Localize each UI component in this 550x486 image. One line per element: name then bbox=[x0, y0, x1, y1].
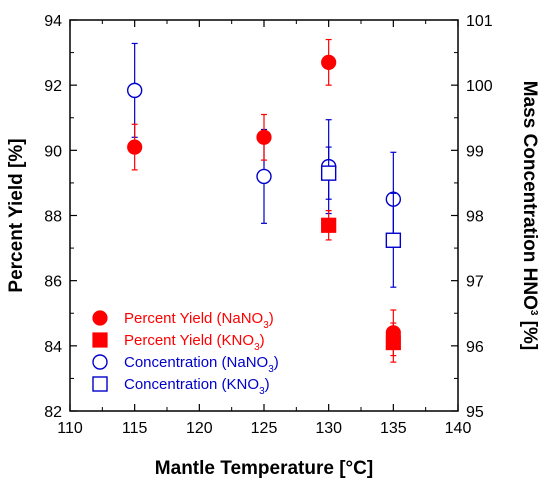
data-series bbox=[126, 38, 402, 363]
data-point bbox=[320, 165, 337, 181]
right-y-axis-title-subscript: 3 bbox=[528, 310, 539, 316]
data-point bbox=[126, 82, 143, 99]
data-point bbox=[256, 129, 272, 145]
y-left-tick-label: 82 bbox=[44, 404, 62, 421]
y-left-tick-label: 90 bbox=[44, 143, 62, 160]
left-y-axis-title: Percent Yield [%] bbox=[6, 138, 27, 292]
data-point bbox=[127, 139, 143, 155]
legend: Percent Yield (NaNO3)Percent Yield (KNO3… bbox=[92, 310, 279, 397]
x-tick-label: 115 bbox=[122, 420, 148, 437]
x-tick-label: 135 bbox=[380, 420, 407, 437]
data-point bbox=[385, 232, 402, 248]
y-right-tick-label: 99 bbox=[466, 143, 484, 160]
x-axis-title: Mantle Temperature [°C] bbox=[155, 458, 373, 479]
x-tick-label: 120 bbox=[186, 420, 213, 437]
series-3 bbox=[320, 146, 402, 288]
y-left-tick-label: 94 bbox=[44, 13, 62, 30]
data-point bbox=[385, 334, 401, 351]
right-y-axis-title: Mass Concentration HNO3 [%] bbox=[519, 81, 540, 350]
y-right-tick-label: 97 bbox=[466, 274, 484, 291]
x-tick-label: 125 bbox=[251, 420, 278, 437]
legend-marker bbox=[92, 354, 108, 370]
y-left-tick-label: 92 bbox=[44, 78, 62, 95]
y-left-tick-label: 88 bbox=[44, 209, 62, 226]
legend-marker bbox=[92, 332, 108, 348]
legend-label: Percent Yield (NaNO3) bbox=[124, 310, 274, 331]
data-point bbox=[321, 54, 337, 70]
legend-marker bbox=[92, 310, 108, 326]
axes: 110 115 120 125 130 135 140 82 84 86 88 90 92 94 95 96 9… bbox=[44, 13, 493, 437]
y-right-tick-label: 95 bbox=[466, 404, 484, 421]
y-right-tick-label: 101 bbox=[466, 13, 493, 30]
legend-label: Concentration (NaNO3) bbox=[124, 354, 279, 375]
y-right-tick-label: 100 bbox=[466, 78, 493, 95]
legend-label: Percent Yield (KNO3) bbox=[124, 332, 265, 353]
x-tick-label: 130 bbox=[315, 420, 342, 437]
legend-marker bbox=[92, 376, 108, 392]
data-point bbox=[321, 217, 337, 233]
y-right-tick-label: 98 bbox=[466, 209, 484, 226]
series-1 bbox=[321, 210, 401, 363]
right-y-axis-title-main: Mass Concentration HNO bbox=[519, 81, 540, 310]
data-point bbox=[256, 168, 272, 185]
y-left-tick-label: 86 bbox=[44, 274, 62, 291]
y-right-tick-label: 96 bbox=[466, 339, 484, 356]
y-left-tick-label: 84 bbox=[44, 339, 62, 356]
x-tick-label: 110 bbox=[57, 420, 83, 437]
right-y-axis-title-tail: [%] bbox=[519, 315, 540, 350]
legend-label: Concentration (KNO3) bbox=[124, 376, 270, 397]
x-tick-label: 140 bbox=[445, 420, 472, 437]
